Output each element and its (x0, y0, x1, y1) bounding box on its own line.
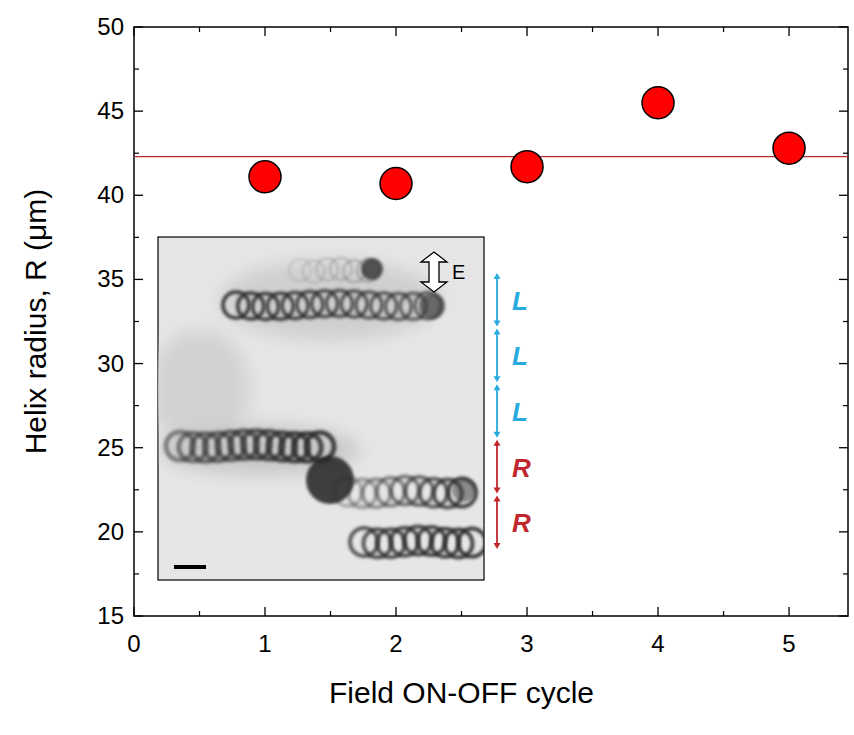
y-tick-label: 50 (97, 13, 124, 40)
ring (458, 529, 484, 557)
y-tick-label: 45 (97, 97, 124, 124)
x-tick-label: 4 (651, 630, 664, 657)
x-axis-title: Field ON-OFF cycle (329, 676, 594, 709)
segment-arrowhead (494, 329, 501, 335)
x-tick (657, 607, 658, 616)
segment-arrowhead (494, 384, 501, 390)
y-tick-right (839, 363, 848, 364)
y-tick-right (839, 195, 848, 196)
y-tick (134, 110, 143, 111)
particle (452, 478, 476, 502)
data-point (380, 168, 412, 200)
field-arrow (421, 252, 447, 292)
data-point (773, 132, 805, 164)
y-tick-right (839, 531, 848, 532)
plot-area (134, 156, 848, 157)
y-tick-label: 20 (97, 518, 124, 545)
segment-arrowhead (494, 432, 501, 438)
chart: 0123451520253035404550Field ON-OFF cycle… (0, 0, 854, 735)
segment-line (496, 386, 498, 436)
inset-image (158, 258, 484, 567)
segment-line (496, 275, 498, 325)
y-tick-right (839, 279, 848, 280)
mean-line (134, 156, 848, 157)
x-tick (395, 607, 396, 616)
x-tick-top (264, 27, 265, 36)
inset: ELLLRR (150, 237, 531, 580)
data-point (642, 87, 674, 119)
segment-label: R (512, 453, 531, 483)
x-tick-top (395, 27, 396, 36)
x-tick-label: 0 (127, 630, 140, 657)
segment-label: L (512, 341, 528, 371)
background (0, 0, 854, 735)
data-point (249, 161, 281, 193)
segment-arrowhead (494, 321, 501, 327)
x-tick-top (657, 27, 658, 36)
data-point (511, 151, 543, 183)
y-tick-label: 15 (97, 602, 124, 629)
scale-bar (174, 565, 206, 569)
y-tick-label: 40 (97, 181, 124, 208)
markers (249, 87, 805, 200)
x-tick-label: 1 (258, 630, 271, 657)
segment-arrowhead (494, 487, 501, 493)
y-tick (134, 279, 143, 280)
segment-arrowhead (494, 440, 501, 446)
segment-arrowhead (494, 376, 501, 382)
segment-line (496, 331, 498, 381)
y-axis-title: Helix radius, R (μm) (19, 189, 52, 455)
y-tick (134, 447, 143, 448)
segment-arrowhead (494, 543, 501, 549)
x-tick-top (788, 27, 789, 36)
y-tick (134, 531, 143, 532)
x-tick-top (526, 27, 527, 36)
y-tick (134, 195, 143, 196)
segment-arrowhead (494, 495, 501, 501)
segment-label: L (512, 286, 528, 316)
segment-arrowhead (494, 273, 501, 279)
y-tick-label: 30 (97, 350, 124, 377)
y-tick-right (839, 447, 848, 448)
x-tick-label: 3 (520, 630, 533, 657)
segment-line (496, 497, 498, 547)
segment-label: L (512, 397, 528, 427)
x-tick-label: 2 (389, 630, 402, 657)
particle (419, 293, 445, 319)
segment-label: R (512, 508, 531, 538)
x-tick (526, 607, 527, 616)
y-tick-label: 25 (97, 434, 124, 461)
y-tick-label: 35 (97, 265, 124, 292)
y-tick-right (839, 110, 848, 111)
plot-frame (134, 27, 848, 616)
field-label: E (452, 261, 465, 283)
x-tick (264, 607, 265, 616)
x-tick-label: 5 (782, 630, 795, 657)
y-tick (134, 363, 143, 364)
particle (361, 258, 383, 280)
x-tick (788, 607, 789, 616)
segment-line (496, 442, 498, 492)
ring (448, 479, 476, 507)
